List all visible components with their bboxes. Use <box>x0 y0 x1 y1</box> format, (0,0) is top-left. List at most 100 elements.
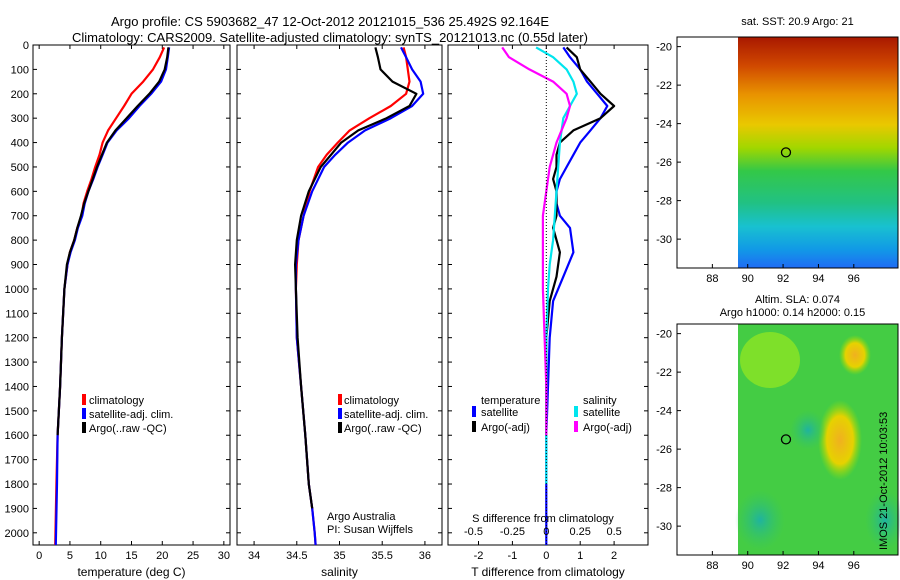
sst-map-image <box>738 37 898 268</box>
annotation-line2: PI: Susan Wijffels <box>327 524 413 536</box>
differences-xtick-label: -2 <box>474 550 484 562</box>
sst_map-title: sat. SST: 20.9 Argo: 21 <box>741 16 854 28</box>
temperature-ytick-label: 900 <box>11 260 29 272</box>
temperature-ytick-label: 1700 <box>5 455 29 467</box>
salinity-xtick-label: 35.5 <box>371 550 392 562</box>
temperature-ytick-label: 500 <box>11 162 29 174</box>
sal-legend-label: satellite-adj. clim. <box>344 409 428 421</box>
diff-legend-label: satellite <box>583 407 620 419</box>
temperature-series-argo-raw-qc- <box>56 47 170 436</box>
sla-map-image <box>735 324 900 555</box>
panel-sla_map: 88 90 92 94 96 -20 -22 -24 -26 -28 -30 Altim. SLA: … <box>656 294 899 572</box>
sla_map-ytick-label: -24 <box>656 406 672 418</box>
sla_map-xtick-label: 96 <box>848 560 860 572</box>
temperature-ytick-label: 1800 <box>5 479 29 491</box>
sst_map-ytick-label: -22 <box>656 80 672 92</box>
salinity-frame <box>236 44 443 546</box>
temperature-ytick-label: 400 <box>11 138 29 150</box>
diff-legend-swatch <box>574 406 578 417</box>
panel-salinity: 34 34.5 35 35.5 36 salinity climatology satelli… <box>236 44 443 579</box>
sla_map-argo-marker <box>780 434 792 445</box>
sla_map-xtick-label: 92 <box>777 560 789 572</box>
differences-xtick-label: -1 <box>508 550 518 562</box>
temp-legend-swatch <box>82 422 86 433</box>
salinity-xlabel: salinity <box>321 565 358 579</box>
temperature-ytick-label: 0 <box>23 40 29 52</box>
salinity-series-climatology <box>294 47 411 546</box>
sla_map-ytick-label: -30 <box>656 521 672 533</box>
annotation-line1: Argo Australia <box>327 511 396 523</box>
temperature-xtick-label: 20 <box>156 550 168 562</box>
sla_map-frame <box>676 323 899 556</box>
figure-title-line2: Climatology: CARS2009. Satellite-adjuste… <box>72 30 588 45</box>
sal-legend-swatch <box>338 394 342 405</box>
temp-legend-swatch <box>82 394 86 405</box>
salinity-xtick-label: 34 <box>248 550 260 562</box>
diff-legend-swatch <box>574 421 578 432</box>
salinity-series-satellite-adj-clim- <box>294 46 425 546</box>
diff-sal-tick-label: -0.25 <box>500 526 525 538</box>
diff-sal-tick-label: 0 <box>543 526 549 538</box>
sst_map-xtick-label: 88 <box>706 273 718 285</box>
salinity-xtick-label: 35 <box>333 550 345 562</box>
temperature-ytick-label: 200 <box>11 89 29 101</box>
sal-legend-swatch <box>338 422 342 433</box>
differences-xlabel: T difference from climatology <box>471 565 625 579</box>
differences-xtick-label: 0 <box>543 550 549 562</box>
differences-series-salinity-argo-adj- <box>501 46 572 436</box>
sal-legend-label: climatology <box>344 395 400 407</box>
temperature-ytick-label: 100 <box>11 64 29 76</box>
differences-frame <box>447 44 649 546</box>
sst_map-xtick-label: 92 <box>777 273 789 285</box>
sla_map-ytick-label: -20 <box>656 329 672 341</box>
sst_map-argo-marker <box>780 147 792 158</box>
differences-xtick-label: 1 <box>577 550 583 562</box>
temperature-ytick-label: 600 <box>11 186 29 198</box>
sla_map-ytick-label: -26 <box>656 444 672 456</box>
sla_map-ytick-label: -28 <box>656 483 672 495</box>
sst_map-ytick-label: -24 <box>656 119 672 131</box>
diff-legend-title-sal: salinity <box>583 395 617 407</box>
figure-title-line1: Argo profile: CS 5903682_47 12-Oct-2012 … <box>110 14 549 29</box>
salinity-series-argo-raw-qc- <box>294 47 418 509</box>
diff-sal-tick-label: 0.25 <box>569 526 590 538</box>
temperature-ytick-label: 1100 <box>5 308 29 320</box>
temperature-ytick-label: 800 <box>11 235 29 247</box>
sal-legend-label: Argo(..raw -QC) <box>344 423 422 435</box>
differences-series-temperature-argo-adj- <box>545 46 616 436</box>
diff-legend-label: Argo(-adj) <box>583 422 632 434</box>
temp-legend-label: Argo(..raw -QC) <box>89 423 167 435</box>
temp-legend-label: climatology <box>89 395 145 407</box>
diff-sal-tick-label: -0.5 <box>464 526 483 538</box>
temperature-frame <box>32 44 231 546</box>
temp-legend-swatch <box>82 408 86 419</box>
sla_map-xtick-label: 88 <box>706 560 718 572</box>
diff-legend-swatch <box>472 421 476 432</box>
temperature-xlabel: temperature (deg C) <box>77 565 185 579</box>
temp-legend-label: satellite-adj. clim. <box>89 409 173 421</box>
sst_map-ytick-label: -26 <box>656 157 672 169</box>
diff-legend-swatch <box>472 406 476 417</box>
temperature-xtick-label: 0 <box>36 550 42 562</box>
temperature-xtick-label: 30 <box>218 550 230 562</box>
sla_map-subtitle: Argo h1000: 0.14 h2000: 0.15 <box>720 307 866 319</box>
temperature-ytick-label: 2000 <box>5 528 29 540</box>
sst_map-ytick-label: -28 <box>656 196 672 208</box>
salinity-xtick-label: 36 <box>419 550 431 562</box>
differences-series-temperature-satellite <box>545 46 609 545</box>
sla_map-title: Altim. SLA: 0.074 <box>755 294 840 306</box>
temperature-xtick-label: 15 <box>125 550 137 562</box>
diff-sal-xlabel: S difference from climatology <box>472 513 614 525</box>
temperature-ytick-label: 1400 <box>5 381 29 393</box>
diff-legend-title-temp: temperature <box>481 395 540 407</box>
temperature-ytick-label: 1900 <box>5 503 29 515</box>
sst_map-xtick-label: 90 <box>742 273 754 285</box>
sla_map-ytick-label: -22 <box>656 367 672 379</box>
temperature-ytick-label: 1000 <box>5 284 29 296</box>
temperature-ytick-label: 700 <box>11 211 29 223</box>
sst_map-frame <box>676 36 899 269</box>
sst_map-xtick-label: 94 <box>812 273 824 285</box>
temperature-xtick-label: 25 <box>187 550 199 562</box>
timestamp-stamp: IMOS 21-Oct-2012 10:03:53 <box>878 411 890 550</box>
